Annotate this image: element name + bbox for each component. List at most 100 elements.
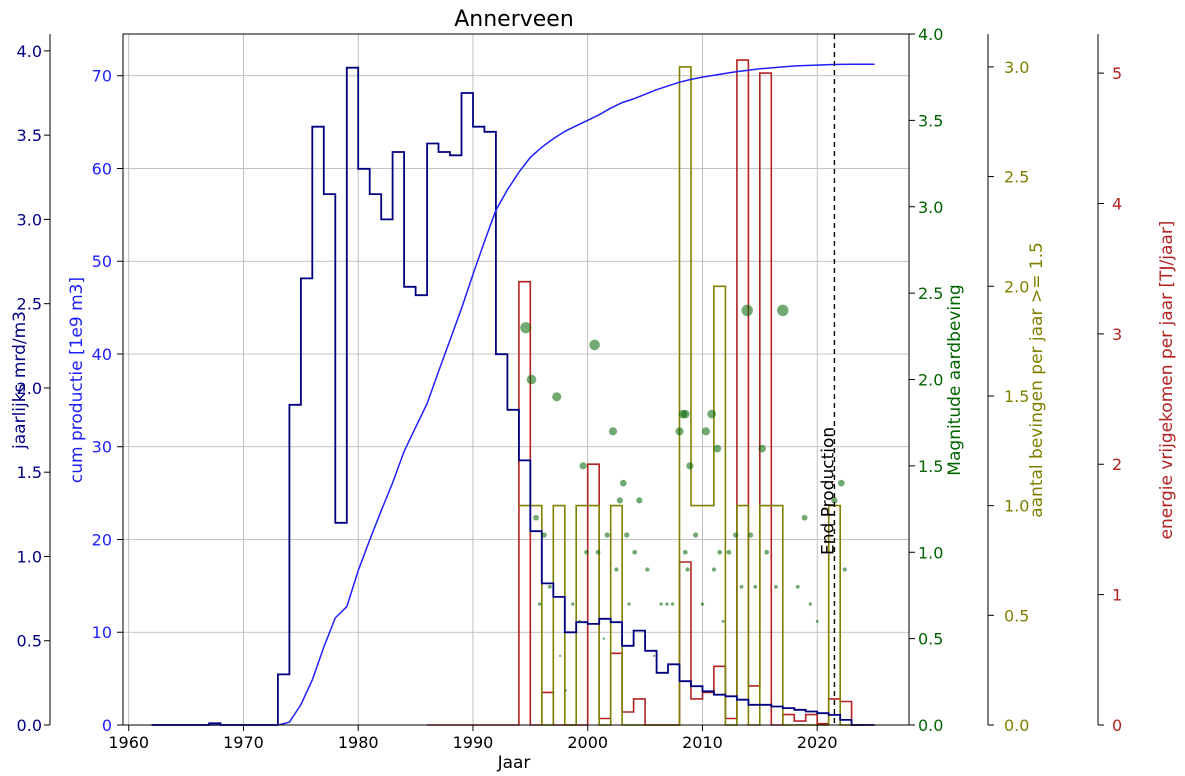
magnitude-series [520,304,847,692]
annual-tick-label-0: 0.0 [17,716,42,735]
counts-tick-label-4: 2.0 [1004,277,1029,296]
cumulative-tick-label-0: 0 [102,716,112,735]
magnitude-point-0 [520,322,532,334]
annual-tick-label-2: 1.0 [17,547,42,566]
magnitude-point-12 [584,549,589,555]
magnitude-point-14 [595,549,601,555]
counts-tick-label-3: 1.5 [1004,387,1029,406]
magnitude-point-16 [604,532,610,538]
counts-tick-label-2: 1.0 [1004,497,1029,516]
magnitude-point-1 [526,374,537,385]
annual-tick-label-6: 3.0 [17,210,42,229]
counts-tick-label-1: 0.5 [1004,606,1029,625]
magnitude-point-41 [713,444,722,453]
magnitude-point-43 [721,619,725,623]
energy-step-line [427,59,864,726]
magnitude-point-3 [537,602,542,606]
magnitude-point-17 [608,427,618,436]
x-tick-label-5: 2010 [682,733,723,752]
magnitude-point-39 [707,409,716,419]
magnitude-point-25 [645,567,650,572]
annual-tick-label-3: 1.5 [17,463,42,482]
magnitude-tick-label-8: 4.0 [918,25,943,44]
magnitude-tick-label-3: 1.5 [918,457,943,476]
magnitude-tick-label-0: 0.0 [918,716,943,735]
x-tick-label-1: 1970 [223,733,264,752]
magnitude-point-22 [627,602,631,606]
plot-frame [122,33,910,726]
x-tick-label-6: 2020 [797,733,838,752]
magnitude-point-26 [653,654,656,658]
magnitude-point-48 [748,532,754,538]
magnitude-point-8 [564,689,568,692]
energy-tick-label-1: 1 [1112,586,1122,605]
magnitude-point-2 [533,514,539,521]
magnitude-tick-label-1: 0.5 [918,630,943,649]
magnitude-point-35 [685,567,690,572]
magnitude-point-52 [773,584,778,589]
magnitude-tick-label-4: 2.0 [918,371,943,390]
magnitude-point-37 [700,602,705,606]
magnitude-point-59 [837,479,845,487]
x-axis-label: Jaar [497,753,531,773]
magnitude-point-57 [815,619,819,623]
magnitude-point-60 [842,567,847,572]
magnitude-point-13 [589,339,600,351]
magnitude-point-38 [701,427,710,436]
cumulative-tick-label-2: 20 [92,530,112,549]
magnitude-point-10 [578,619,582,623]
annual-tick-label-1: 0.5 [17,632,42,651]
magnitude-point-29 [670,602,675,606]
magnitude-point-24 [636,497,643,504]
magnitude-point-46 [739,584,744,589]
counts-tick-label-5: 2.5 [1004,168,1029,187]
magnitude-point-15 [602,637,605,640]
magnitude-tick-label-2: 1.0 [918,543,943,562]
x-tick-label-3: 1990 [453,733,494,752]
magnitude-point-28 [665,602,669,606]
magnitude-point-23 [632,549,638,555]
magnitude-point-4 [541,532,547,538]
magnitude-point-55 [801,514,808,521]
annual-tick-label-4: 2.0 [17,379,42,398]
magnitude-point-34 [682,549,688,555]
magnitude-point-56 [808,602,812,606]
energy-tick-label-0: 0 [1112,716,1122,735]
magnitude-point-51 [764,549,770,555]
magnitude-point-27 [659,602,663,606]
annual-production-series [151,66,875,726]
energy-axis-label: energie vrijgekomen per jaar [TJ/jaar] [1157,221,1177,540]
energy-tick-label-5: 5 [1112,64,1122,83]
energy-series [427,59,864,726]
count-series [518,66,852,726]
axes: 0.0 0.5 1.0 1.5 2.0 2.5 3.0 3.5 4.0 jaarlijks mrd… [10,25,1177,752]
magnitude-point-50 [758,444,766,453]
magnitude-point-53 [777,304,789,317]
annual-tick-label-7: 3.5 [17,126,42,145]
annual-step-line [151,66,875,726]
magnitude-point-19 [616,497,623,504]
magnitude-point-40 [711,567,717,572]
magnitude-point-21 [624,532,630,538]
counts-tick-label-6: 3.0 [1004,58,1029,77]
cumulative-tick-label-5: 50 [92,252,112,271]
magnitude-tick-label-5: 2.5 [918,284,943,303]
magnitude-point-9 [571,602,575,606]
x-tick-label-0: 1960 [108,733,149,752]
count-step-line [518,66,852,726]
chart-title: Annerveen [454,7,574,32]
magnitude-tick-label-6: 3.0 [918,198,943,217]
x-tick-label-2: 1980 [338,733,379,752]
magnitude-point-18 [614,567,619,572]
magnitude-point-44 [726,549,732,555]
cumulative-tick-label-1: 10 [92,623,112,642]
magnitude-point-49 [753,584,758,589]
counts-tick-label-0: 0.0 [1004,716,1029,735]
cumulative-tick-label-6: 60 [92,159,112,178]
x-tick-label-4: 2000 [567,733,608,752]
magnitude-point-36 [692,532,699,538]
cumulative-tick-label-3: 30 [92,438,112,457]
cumulative-tick-label-4: 40 [92,345,112,364]
magnitude-axis-label: Magnitude aardbeving [945,284,965,475]
